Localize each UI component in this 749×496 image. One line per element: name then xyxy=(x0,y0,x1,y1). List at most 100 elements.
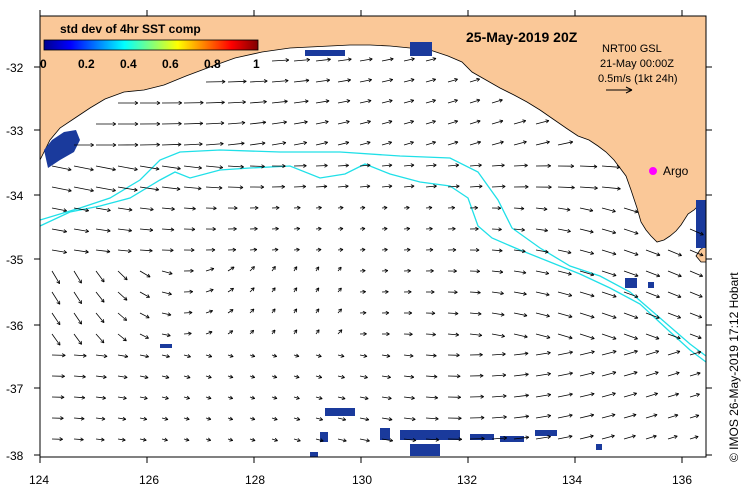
current-vector-arrow xyxy=(271,417,278,420)
current-vector-arrowhead xyxy=(167,312,172,317)
current-vector-arrow xyxy=(579,435,594,440)
current-vector-arrowhead xyxy=(383,226,388,231)
current-vector-arrowhead xyxy=(568,293,573,297)
current-vector-arrow xyxy=(227,142,245,146)
current-vector-arrowhead xyxy=(656,273,661,278)
current-vector-arrowhead xyxy=(634,294,639,299)
current-vector-arrow xyxy=(425,185,437,188)
current-vector-arrow xyxy=(557,393,573,398)
current-vector-arrowhead xyxy=(368,57,373,62)
current-vector-arrow xyxy=(359,438,370,442)
current-vector-arrowhead xyxy=(250,308,255,313)
current-vector-arrowhead xyxy=(432,332,436,337)
current-vector-arrow xyxy=(51,312,61,326)
current-vector-arrow xyxy=(491,291,504,294)
current-vector-arrow xyxy=(645,312,660,319)
current-vector-arrow xyxy=(95,396,106,399)
current-vector-arrow xyxy=(139,438,147,441)
current-vector-arrowhead xyxy=(293,329,298,334)
current-vector-arrowhead xyxy=(430,268,434,273)
current-vector-arrow xyxy=(73,417,85,420)
current-vector-arrow xyxy=(337,58,352,62)
current-vector-arrowhead xyxy=(274,437,278,442)
current-vector-arrow xyxy=(579,228,594,233)
current-vector-arrowhead xyxy=(368,78,372,83)
current-vector-arrow xyxy=(227,396,233,399)
current-vector-arrowhead xyxy=(189,289,194,294)
current-vector-arrowhead xyxy=(134,121,139,127)
current-vector-arrow xyxy=(645,270,660,277)
current-vector-arrow xyxy=(205,354,212,358)
current-vector-arrow xyxy=(403,164,415,167)
current-vector-arrowhead xyxy=(612,293,617,298)
current-vector-arrowhead xyxy=(454,78,458,82)
current-vector-arrowhead xyxy=(612,349,617,354)
current-vector-arrowhead xyxy=(612,230,617,235)
current-vector-arrow xyxy=(491,270,503,273)
current-vector-arrowhead xyxy=(676,335,681,340)
current-vector-arrowhead xyxy=(454,99,458,103)
current-vector-arrow xyxy=(293,417,301,421)
current-vector-arrow xyxy=(403,99,414,104)
current-vector-arrow xyxy=(381,100,393,104)
current-vector-arrowhead xyxy=(457,395,461,400)
current-vector-arrow xyxy=(601,350,617,356)
current-vector-arrow xyxy=(315,417,323,421)
current-vector-arrowhead xyxy=(295,353,300,358)
current-vector-arrow xyxy=(315,354,322,357)
colorbar-tick: 0.8 xyxy=(204,57,221,71)
current-vector-arrow xyxy=(117,312,127,321)
current-vector-arrow xyxy=(645,291,660,298)
current-vector-arrow xyxy=(205,289,214,293)
current-vector-arrow xyxy=(579,249,594,255)
current-vector-arrowhead xyxy=(123,395,127,400)
current-vector-arrowhead xyxy=(502,373,507,378)
current-vector-arrowhead xyxy=(570,164,575,169)
current-vector-arrowhead xyxy=(133,187,138,192)
current-vector-arrow xyxy=(403,228,410,230)
current-vector-arrowhead xyxy=(389,57,394,62)
current-vector-arrowhead xyxy=(569,371,573,376)
current-vector-arrow xyxy=(337,287,342,293)
current-vector-arrowhead xyxy=(81,395,86,400)
current-vector-arrow xyxy=(425,354,437,357)
current-vector-arrow xyxy=(535,373,551,377)
current-vector-arrow xyxy=(117,207,133,211)
current-vector-arrow xyxy=(183,207,196,210)
current-vector-arrow xyxy=(689,414,700,419)
current-vector-arrow xyxy=(491,312,505,316)
current-vector-arrow xyxy=(337,207,344,209)
current-vector-arrow xyxy=(469,333,482,336)
current-vector-arrow xyxy=(139,270,151,278)
current-vector-arrowhead xyxy=(103,374,107,379)
current-vector-arrow xyxy=(359,249,366,251)
colorbar-tick: 0.6 xyxy=(162,57,179,71)
current-vector-arrow xyxy=(293,228,300,230)
product-label: NRT00 GSL xyxy=(602,43,662,55)
current-vector-arrow xyxy=(469,78,480,83)
current-vector-arrow xyxy=(359,141,371,146)
current-vector-arrowhead xyxy=(498,248,503,253)
current-vector-arrow xyxy=(645,371,659,377)
current-vector-arrow xyxy=(95,165,116,171)
current-vector-arrowhead xyxy=(503,415,507,420)
current-vector-arrow xyxy=(557,186,575,189)
current-vector-arrowhead xyxy=(590,314,595,319)
current-vector-arrow xyxy=(579,186,598,189)
current-vector-arrowhead xyxy=(452,247,457,252)
current-vector-arrow xyxy=(337,100,351,104)
current-vector-arrow xyxy=(271,59,289,62)
current-vector-arrowhead xyxy=(474,205,479,210)
current-vector-arrowhead xyxy=(106,228,111,233)
current-vector-arrowhead xyxy=(678,252,682,257)
current-vector-arrow xyxy=(337,266,342,272)
current-vector-arrow xyxy=(579,312,595,318)
current-vector-arrowhead xyxy=(387,396,392,401)
current-vector-arrow xyxy=(535,270,549,274)
current-vector-arrowhead xyxy=(296,247,300,252)
current-vector-arrowhead xyxy=(501,333,505,338)
current-vector-arrowhead xyxy=(388,141,392,145)
current-vector-arrowhead xyxy=(590,413,595,418)
current-vector-arrowhead xyxy=(60,416,64,421)
current-vector-arrow xyxy=(667,350,681,356)
